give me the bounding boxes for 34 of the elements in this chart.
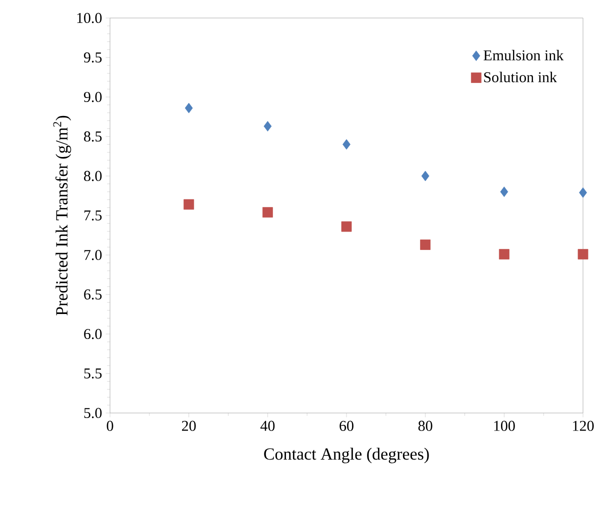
y-tick-label: 10.0 <box>77 12 102 24</box>
point <box>578 249 588 260</box>
legend-label: Emulsion ink <box>484 50 564 60</box>
y-tick-label: 7.5 <box>84 210 102 221</box>
point <box>341 221 352 232</box>
legend-label: Solution ink <box>484 72 557 82</box>
x-tick-label: 120 <box>573 420 594 431</box>
point <box>264 121 272 132</box>
y-tick-label: 8.0 <box>84 170 102 182</box>
point <box>421 170 430 182</box>
x-axis-title: Contact Angle (degrees) <box>264 448 429 464</box>
y-axis-title: Predicted Ink Transfer (g/m$^{2}$) <box>53 116 72 316</box>
x-tick-label: 40 <box>260 420 275 431</box>
x-tick-label: 100 <box>494 420 515 431</box>
x-tick-label: 0 <box>106 420 114 431</box>
y-tick-label: 6.5 <box>84 289 102 300</box>
y-tick-label: 5.5 <box>84 368 102 379</box>
point <box>184 199 194 210</box>
y-tick-label: 9.5 <box>84 52 102 63</box>
x-tick-label: 80 <box>418 420 432 431</box>
point <box>342 139 350 150</box>
point <box>184 102 193 114</box>
y-tick-label: 5.0 <box>84 408 102 418</box>
y-tick-label: 6.0 <box>84 328 102 340</box>
point <box>500 186 508 197</box>
point <box>420 240 431 250</box>
y-tick-label: 7.0 <box>84 250 102 260</box>
point <box>579 187 587 198</box>
point <box>498 249 510 260</box>
y-tick-label: 9.0 <box>84 92 102 102</box>
point <box>262 207 273 218</box>
x-tick-label: 20 <box>182 420 196 431</box>
x-tick-label: 60 <box>340 420 354 431</box>
y-tick-label: 8.5 <box>84 131 102 142</box>
